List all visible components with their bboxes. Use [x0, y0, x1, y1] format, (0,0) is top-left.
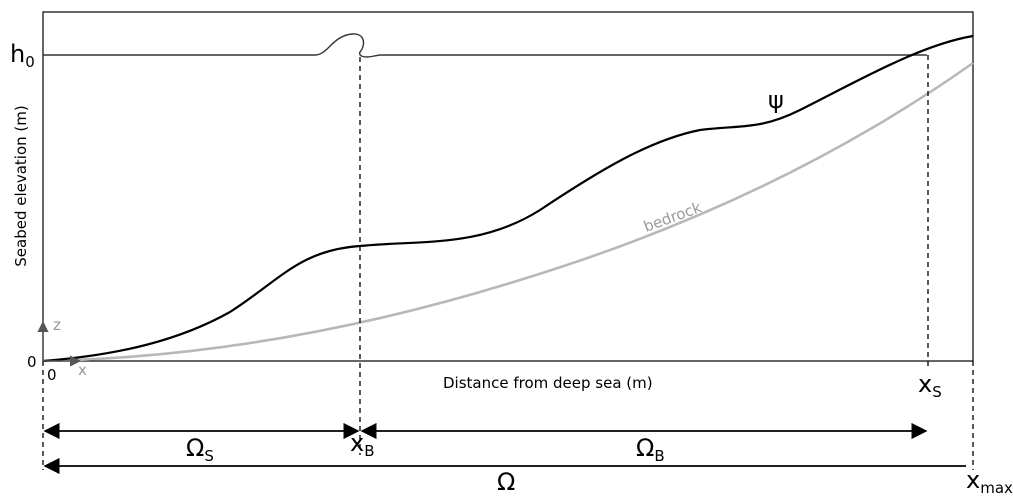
xmax-label: xmax: [966, 466, 1013, 497]
bedrock-curve: [42, 61, 974, 363]
omega-label: Ω: [497, 468, 515, 496]
sea-level-line: [43, 33, 927, 58]
h0-label: h0: [10, 40, 35, 71]
psi-label: ψ: [768, 86, 784, 114]
omega-s-label: ΩS: [186, 434, 214, 465]
xb-label: xB: [350, 429, 375, 460]
x-axis-label: Distance from deep sea (m): [443, 374, 653, 392]
omega-b-label: ΩB: [636, 434, 665, 465]
x-origin-label: 0: [47, 366, 57, 384]
seabed-profile-psi: [42, 34, 974, 363]
bedrock-label: bedrock: [641, 198, 704, 236]
z-axis-label: z: [53, 316, 61, 334]
plot-frame: [42, 11, 974, 362]
x-small-axis-label: x: [78, 361, 87, 379]
y-axis-label: Seabed elevation (m): [12, 105, 30, 267]
y-origin-label: 0: [27, 353, 37, 371]
xs-label: xS: [918, 370, 942, 401]
